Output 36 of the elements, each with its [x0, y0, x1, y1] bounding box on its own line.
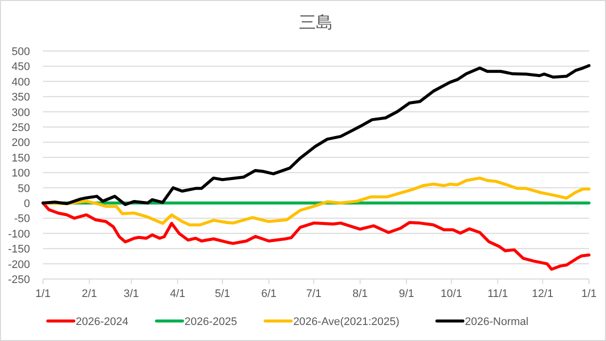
- line-series: [42, 202, 590, 271]
- y-tick-label: 200: [12, 137, 30, 150]
- legend-label: 2026-2024: [76, 316, 128, 328]
- x-tick-label: 2/1: [82, 288, 98, 300]
- x-tick-label: 6/1: [261, 288, 277, 300]
- x-tick-label: 11/1: [487, 288, 508, 300]
- y-tick-label: 100: [12, 168, 30, 180]
- x-tick-label: 1/1: [581, 288, 597, 300]
- y-tick-label: 400: [12, 76, 30, 88]
- x-tick-label: 8/1: [352, 288, 368, 300]
- line-series: [42, 64, 590, 206]
- x-tick-label: 9/1: [398, 288, 414, 300]
- y-tick-label: -50: [14, 213, 30, 226]
- y-tick-label: 350: [12, 92, 30, 104]
- legend-label: 2026-Normal: [464, 316, 528, 328]
- y-tick-label: -100: [8, 228, 30, 240]
- legend-label: 2026-2025: [184, 316, 238, 328]
- x-tick-label: 7/1: [306, 288, 322, 300]
- x-tick-label: 12/1: [532, 288, 554, 300]
- legend-label: 2026-Ave(2021:2025): [293, 316, 400, 328]
- y-tick-label: 50: [18, 182, 30, 195]
- y-tick-label: -150: [8, 244, 30, 256]
- x-tick-label: 10/1: [440, 288, 462, 300]
- y-tick-label: 250: [12, 122, 30, 134]
- y-tick-label: 0: [24, 198, 30, 210]
- x-tick-label: 3/1: [124, 288, 139, 300]
- y-tick-label: 450: [12, 61, 30, 74]
- x-tick-label: 1/1: [35, 288, 51, 300]
- y-tick-label: -250: [8, 274, 30, 286]
- x-tick-label: 5/1: [214, 288, 230, 300]
- y-tick-label: 500: [12, 46, 30, 58]
- y-tick-label: 300: [12, 106, 30, 119]
- y-tick-label: 150: [12, 152, 30, 164]
- y-tick-label: -200: [8, 258, 30, 271]
- x-tick-label: 4/1: [170, 288, 186, 300]
- chart-title: 三島: [299, 13, 333, 32]
